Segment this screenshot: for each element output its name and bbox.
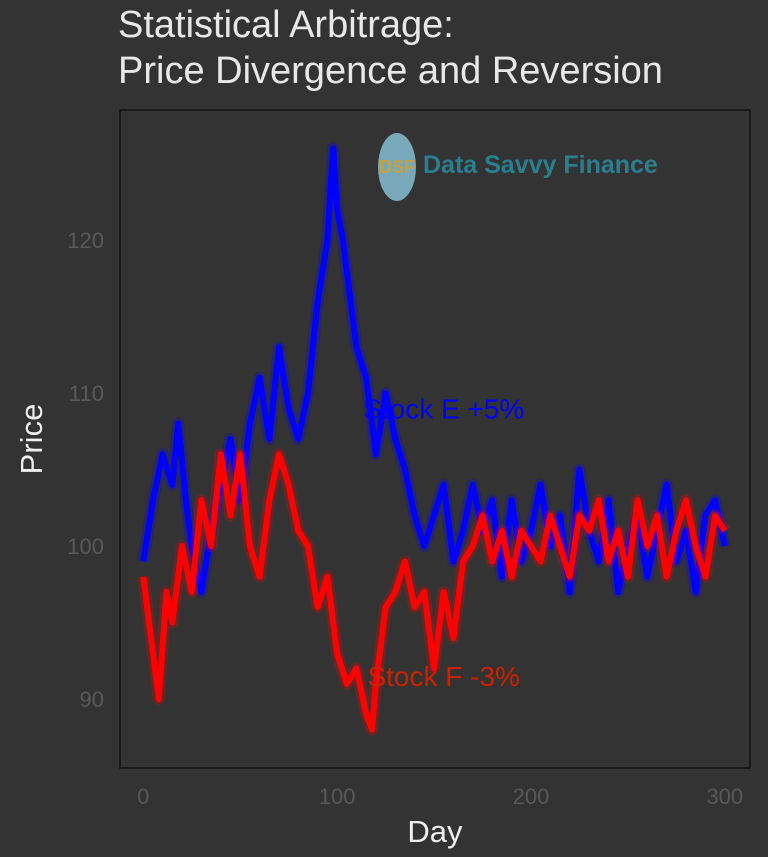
chart-title: Statistical Arbitrage: Price Divergence …	[118, 2, 663, 94]
x-tick-label: 100	[319, 784, 356, 809]
x-tick-label: 0	[137, 784, 149, 809]
x-tick-label: 200	[513, 784, 550, 809]
annotation-layer: Stock E +5% Stock F -3%	[363, 393, 524, 692]
tick-layer: 0 100 200 300 90 100 110 120	[67, 228, 743, 809]
x-axis-title: Day	[407, 814, 463, 849]
y-tick-label: 120	[67, 228, 104, 253]
y-tick-label: 110	[69, 381, 104, 406]
logo-text: Data Savvy Finance	[423, 151, 658, 179]
chart-title-line-1: Statistical Arbitrage:	[118, 4, 454, 46]
chart-title-line-2: Price Divergence and Reversion	[118, 50, 663, 92]
y-axis-title: Price	[14, 404, 49, 475]
logo-badge-text: DSF	[379, 157, 415, 177]
logo-badge-circle	[378, 133, 416, 201]
y-tick-label: 100	[67, 534, 104, 559]
y-tick-label: 90	[80, 687, 104, 712]
logo: DSF Data Savvy Finance	[378, 133, 658, 201]
series-line-2	[140, 451, 728, 733]
series-layer	[137, 142, 731, 736]
series-annotation-1: Stock E +5%	[363, 393, 524, 424]
series-annotation-2: Stock F -3%	[367, 661, 519, 692]
x-tick-label: 300	[706, 784, 743, 809]
